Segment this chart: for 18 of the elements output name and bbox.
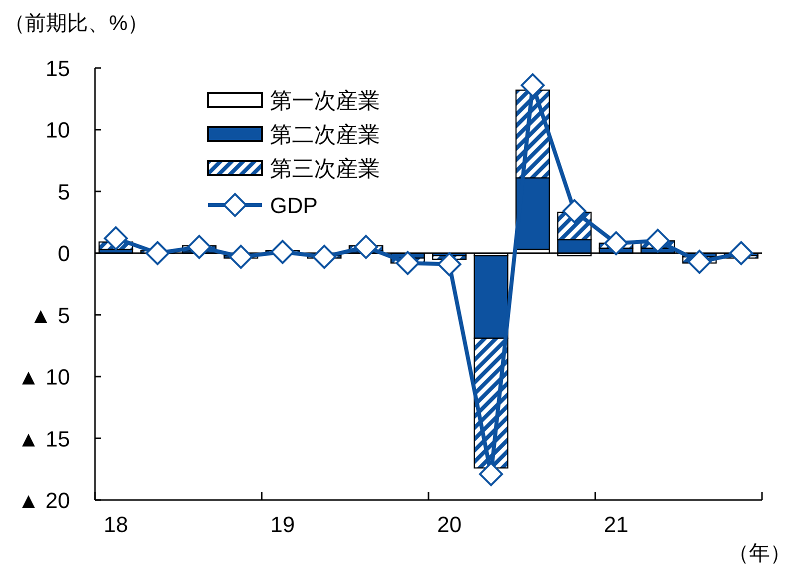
y-tick-label: 10 (46, 118, 70, 143)
x-tick-label: 18 (104, 512, 128, 537)
y-tick-label: 15 (46, 56, 70, 81)
x-tick-label: 21 (604, 512, 628, 537)
legend-label: 第二次産業 (270, 122, 380, 147)
legend-label: 第三次産業 (270, 156, 380, 181)
x-tick-label: 20 (437, 512, 462, 537)
y-axis-title: （前期比、%） (4, 12, 149, 35)
y-tick-label: ▲ 20 (18, 488, 70, 513)
y-tick-label: ▲ 5 (30, 302, 70, 328)
x-tick-label: 19 (270, 512, 295, 537)
y-tick-label: ▲ 15 (18, 426, 70, 452)
legend-label: GDP (270, 193, 318, 218)
y-tick-label: 0 (58, 241, 70, 266)
x-axis-title: （年） (728, 542, 791, 565)
y-tick-label: ▲ 10 (18, 364, 70, 390)
legend-label: 第一次産業 (270, 88, 380, 113)
y-tick-label: 5 (58, 179, 70, 204)
